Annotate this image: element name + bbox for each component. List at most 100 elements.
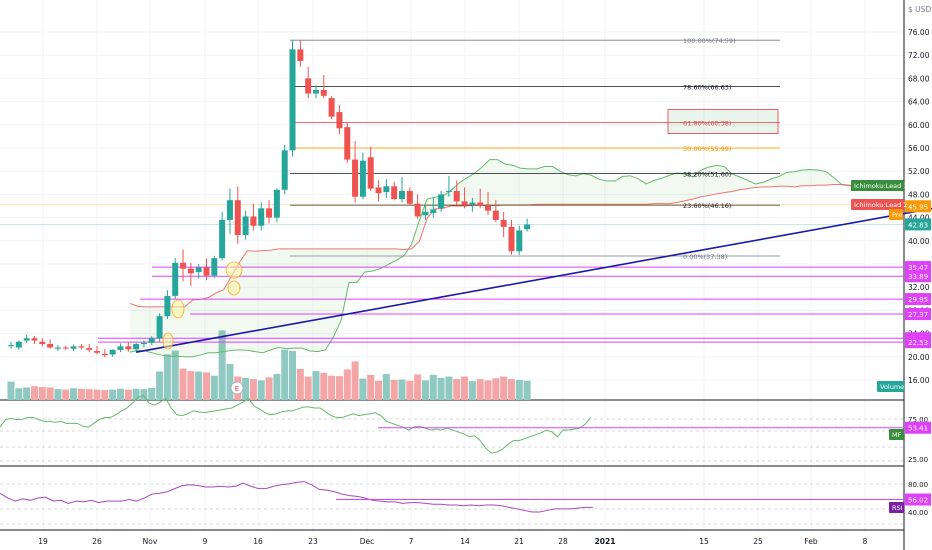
time-tick-label: 25 (753, 537, 763, 546)
candle-body (367, 157, 374, 189)
candle-body (524, 224, 531, 230)
fib-level-label: 78.60%(66.63) (683, 83, 731, 91)
time-tick-label: 14 (460, 537, 470, 546)
candle-body (54, 347, 61, 349)
volume-bar (242, 377, 250, 400)
volume-bar (218, 330, 226, 400)
volume-bar (187, 371, 195, 400)
volume-bar (132, 388, 140, 400)
volume-bar (109, 389, 117, 400)
candle-body (109, 349, 116, 355)
candle-body (281, 150, 288, 190)
volume-bar (320, 372, 328, 400)
volume-bar (226, 363, 234, 400)
rsi-line (0, 481, 593, 513)
volume-bar (54, 389, 62, 400)
volume-bar (468, 381, 476, 400)
candle-body (352, 159, 359, 197)
support-level-badge: 22.53 (908, 339, 928, 347)
fibonacci-retracement[interactable]: 100.00%(74.59) 78.60%(66.63) 61.80%(60.38)… (0, 37, 904, 261)
volume-bar (62, 389, 70, 400)
candle-body (219, 219, 226, 259)
candle-body (344, 127, 351, 160)
candle-body (305, 78, 312, 94)
volume-bar (46, 387, 54, 400)
price-tick-label: 44.00 (908, 214, 930, 223)
volume-bar (289, 350, 297, 400)
rsi-tag-bg (889, 502, 904, 513)
trendline[interactable] (135, 193, 932, 353)
volume-bar (296, 369, 304, 400)
price-axis[interactable]: $ USD 76.00 72.00 68.00 64.00 60.00 56.00 52.0… (908, 5, 931, 385)
volume-bar (7, 381, 15, 400)
candle-body (70, 346, 77, 349)
candle-body (187, 268, 194, 274)
candle-body (47, 344, 54, 348)
fib-level-label: 0.00%(37.38) (683, 253, 727, 261)
candle-body (477, 202, 484, 206)
volume-bar (195, 371, 203, 400)
volume-bar (257, 380, 265, 400)
candle-body (140, 342, 147, 345)
volume-bar (375, 380, 383, 400)
candle-body (203, 267, 210, 276)
volume-bars: E (7, 330, 531, 400)
ichimoku-lead2-tag-bg (851, 199, 904, 210)
time-tick-label: Feb (804, 537, 818, 546)
time-tick-label: 9 (203, 537, 208, 546)
highlight-ellipse (225, 261, 243, 279)
volume-bar (476, 379, 484, 400)
volume-bar (507, 379, 515, 400)
ichimoku-lead1-tag-bg (851, 180, 904, 191)
time-tick-label: 8 (863, 537, 868, 546)
candle-body (258, 208, 265, 226)
candle-body (273, 189, 280, 218)
time-tick-label: 2021 (595, 537, 616, 546)
support-level-badge: 29.95 (908, 296, 928, 304)
candle-body (516, 230, 523, 252)
volume-bar (148, 387, 156, 400)
axis-badges: 45.9542.8335.4733.8929.9527.3723.2022.53… (905, 200, 931, 506)
candle-body (445, 190, 452, 193)
volume-bar (273, 374, 281, 400)
volume-bar (437, 377, 445, 400)
price-tick-label: 32.00 (908, 283, 930, 292)
volume-bar (398, 379, 406, 400)
volume-bar (265, 377, 273, 400)
support-lines[interactable] (98, 266, 904, 343)
candle-body (125, 346, 132, 350)
volume-bar (140, 389, 148, 400)
fib-level-label: 38.20%(51.60) (683, 171, 731, 179)
volume-bar (406, 380, 414, 400)
support-level-badge-bg (905, 308, 931, 321)
last-price-badge: 42.83 (908, 221, 928, 229)
price-tick-label: 60.00 (908, 121, 930, 130)
price-tick-label: 76.00 (908, 28, 930, 37)
volume-bar (335, 376, 343, 400)
volume-bar (23, 387, 31, 400)
support-level-badge-bg (905, 261, 931, 274)
candle-body (242, 216, 249, 235)
candle-body (211, 258, 218, 276)
candle-body (485, 206, 492, 211)
volume-bar (523, 380, 531, 400)
currency-label: $ USD (908, 5, 931, 14)
candle-body (312, 90, 319, 94)
candle-body (23, 338, 30, 341)
candle-body (320, 90, 327, 96)
candle-body (94, 351, 101, 353)
pre-tag-bg (889, 209, 903, 220)
time-axis[interactable]: 19 26 Nov 9 16 23 Dec 7 14 21 28 2021 15 25 Feb 8 (38, 537, 867, 546)
price-tick-label: 20.00 (908, 353, 930, 362)
time-tick-label: Nov (143, 537, 158, 546)
candle-body (383, 186, 390, 193)
volume-bar (156, 371, 164, 400)
rsi-tick-label: 80.00 (908, 481, 928, 489)
candle-body (164, 295, 171, 317)
mf-tag-bg (889, 429, 904, 440)
rsi-level-badge: 56.02 (908, 497, 928, 505)
pane-separators (0, 0, 905, 550)
volume-bar (304, 376, 312, 400)
candle-body (359, 160, 366, 197)
